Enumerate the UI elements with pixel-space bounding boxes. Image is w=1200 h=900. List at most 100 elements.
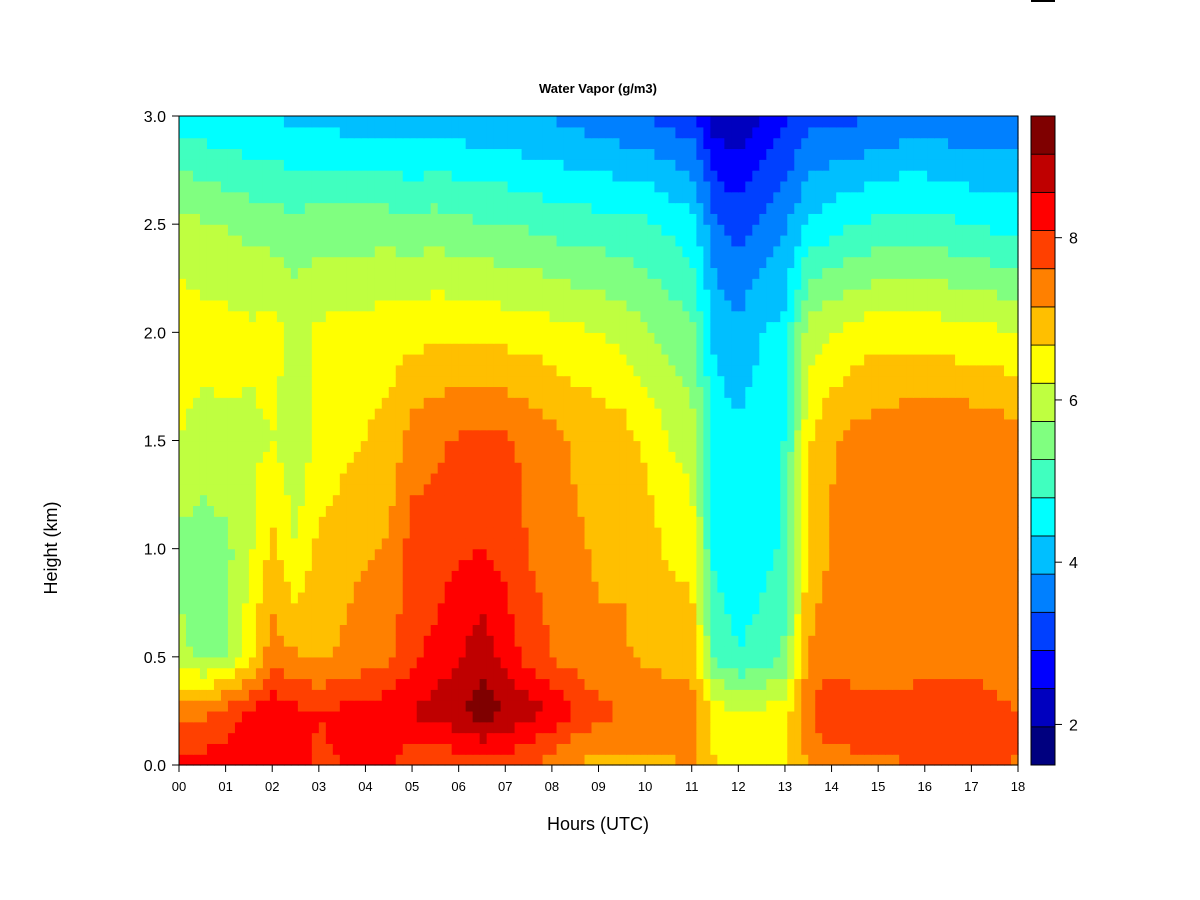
heatmap-cell xyxy=(444,754,453,766)
heatmap-cell xyxy=(787,472,795,485)
heatmap-cell xyxy=(213,548,222,561)
heatmap-cell xyxy=(451,462,460,474)
heatmap-cell xyxy=(507,408,516,420)
heatmap-cell xyxy=(605,429,614,442)
heatmap-cell xyxy=(619,451,628,463)
heatmap-cell xyxy=(878,418,886,431)
heatmap-cell xyxy=(255,721,264,734)
heatmap-cell xyxy=(731,710,739,723)
heatmap-cell xyxy=(381,754,390,766)
heatmap-cell xyxy=(731,635,739,647)
heatmap-cell xyxy=(213,537,222,550)
heatmap-cell xyxy=(696,408,704,420)
heatmap-cell xyxy=(304,635,313,647)
heatmap-cell xyxy=(346,451,355,463)
heatmap-cell xyxy=(360,732,369,744)
heatmap-cell xyxy=(885,710,893,723)
heatmap-cell xyxy=(465,710,474,723)
heatmap-cell xyxy=(794,462,802,474)
heatmap-cell xyxy=(661,375,670,388)
heatmap-cell xyxy=(962,462,970,474)
heatmap-cell xyxy=(927,364,935,377)
heatmap-cell xyxy=(360,408,369,420)
heatmap-cell xyxy=(619,613,628,625)
heatmap-cell xyxy=(696,462,704,474)
heatmap-cell xyxy=(598,494,607,506)
heatmap-cell xyxy=(269,646,278,658)
heatmap-cell xyxy=(864,667,872,680)
heatmap-cell xyxy=(717,462,725,474)
heatmap-cell xyxy=(815,602,823,615)
heatmap-cell xyxy=(955,754,963,766)
heatmap-cell xyxy=(507,656,516,669)
heatmap-cell xyxy=(871,386,879,398)
heatmap-cell xyxy=(325,635,334,647)
heatmap-cell xyxy=(402,429,411,442)
heatmap-cell xyxy=(948,613,956,625)
heatmap-cell xyxy=(731,353,739,366)
heatmap-cell xyxy=(577,700,586,712)
heatmap-cell xyxy=(913,635,921,647)
heatmap-cell xyxy=(507,581,516,593)
heatmap-cell xyxy=(843,570,851,582)
heatmap-cell xyxy=(836,397,844,409)
heatmap-cell xyxy=(535,689,544,701)
heatmap-cell xyxy=(731,754,739,766)
heatmap-cell xyxy=(591,656,600,669)
heatmap-cell xyxy=(619,332,628,344)
heatmap-cell xyxy=(199,332,208,344)
heatmap-cell xyxy=(472,656,481,669)
heatmap-cell xyxy=(682,570,690,582)
heatmap-cell xyxy=(857,656,865,669)
heatmap-cell xyxy=(339,343,348,355)
heatmap-cell xyxy=(801,375,809,388)
heatmap-cell xyxy=(500,462,509,474)
heatmap-cell xyxy=(472,591,481,604)
heatmap-cell xyxy=(710,494,718,506)
heatmap-cell xyxy=(927,483,935,496)
heatmap-cell xyxy=(983,353,991,366)
heatmap-cell xyxy=(892,418,900,431)
heatmap-cell xyxy=(262,364,271,377)
heatmap-cell xyxy=(297,537,306,550)
heatmap-cell xyxy=(269,656,278,669)
heatmap-cell xyxy=(675,472,683,485)
heatmap-cell xyxy=(1004,429,1012,442)
heatmap-cell xyxy=(759,710,767,723)
heatmap-cell xyxy=(787,559,795,571)
heatmap-cell xyxy=(598,624,607,636)
heatmap-cell xyxy=(367,678,376,690)
heatmap-cell xyxy=(248,429,257,442)
heatmap-cell xyxy=(955,537,963,550)
heatmap-cell xyxy=(206,321,215,333)
heatmap-cell xyxy=(318,667,327,680)
heatmap-cell xyxy=(997,646,1005,658)
heatmap-cell xyxy=(745,570,753,582)
heatmap-cell xyxy=(507,570,516,582)
heatmap-cell xyxy=(780,624,788,636)
heatmap-cell xyxy=(962,732,970,744)
heatmap-cell xyxy=(878,494,886,506)
heatmap-cell xyxy=(297,689,306,701)
heatmap-cell xyxy=(773,408,781,420)
heatmap-cell xyxy=(857,721,865,734)
heatmap-cell xyxy=(577,667,586,680)
heatmap-cell xyxy=(738,462,746,474)
heatmap-cell xyxy=(927,516,935,528)
heatmap-cell xyxy=(549,581,558,593)
heatmap-cell xyxy=(325,505,334,517)
heatmap-cell xyxy=(626,332,635,344)
heatmap-cell xyxy=(822,418,830,431)
heatmap-cell xyxy=(857,505,865,517)
heatmap-cell xyxy=(514,689,523,701)
heatmap-cell xyxy=(220,613,229,625)
heatmap-cell xyxy=(318,700,327,712)
heatmap-cell xyxy=(430,743,439,755)
heatmap-cell xyxy=(619,624,628,636)
heatmap-cell xyxy=(213,494,222,506)
heatmap-cell xyxy=(759,353,767,366)
heatmap-cell xyxy=(850,483,858,496)
heatmap-cell xyxy=(661,310,670,323)
heatmap-cell xyxy=(255,472,264,485)
heatmap-cell xyxy=(220,321,229,333)
